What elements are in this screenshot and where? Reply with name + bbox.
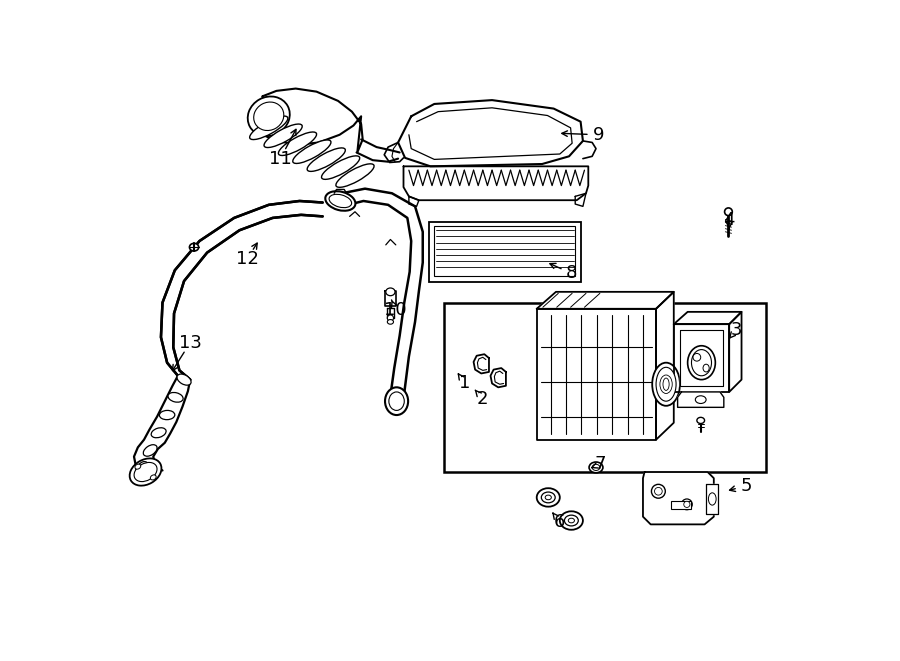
Bar bbox=[671, 501, 690, 509]
Bar bbox=[445, 303, 766, 472]
Ellipse shape bbox=[134, 463, 157, 482]
Polygon shape bbox=[342, 188, 423, 401]
Ellipse shape bbox=[278, 132, 317, 155]
Ellipse shape bbox=[386, 288, 395, 295]
Polygon shape bbox=[473, 354, 489, 373]
Polygon shape bbox=[536, 292, 674, 309]
Polygon shape bbox=[680, 330, 723, 386]
Ellipse shape bbox=[660, 375, 672, 393]
Ellipse shape bbox=[189, 243, 199, 251]
Ellipse shape bbox=[151, 428, 166, 438]
Polygon shape bbox=[706, 484, 717, 514]
Ellipse shape bbox=[307, 148, 346, 171]
Ellipse shape bbox=[249, 116, 288, 139]
Polygon shape bbox=[161, 201, 322, 379]
Ellipse shape bbox=[385, 387, 408, 415]
Polygon shape bbox=[643, 472, 714, 524]
Polygon shape bbox=[536, 309, 656, 440]
Polygon shape bbox=[385, 291, 396, 307]
Ellipse shape bbox=[325, 191, 356, 211]
Ellipse shape bbox=[708, 493, 716, 505]
Ellipse shape bbox=[321, 156, 360, 179]
Ellipse shape bbox=[545, 495, 552, 500]
Polygon shape bbox=[403, 167, 589, 200]
Text: 8: 8 bbox=[566, 264, 577, 282]
Ellipse shape bbox=[663, 378, 670, 391]
Ellipse shape bbox=[159, 410, 175, 420]
Ellipse shape bbox=[135, 464, 140, 469]
Ellipse shape bbox=[560, 512, 583, 529]
Ellipse shape bbox=[536, 488, 560, 507]
Ellipse shape bbox=[329, 194, 352, 208]
Polygon shape bbox=[674, 312, 742, 324]
Ellipse shape bbox=[564, 515, 579, 526]
Text: 12: 12 bbox=[236, 250, 258, 268]
Ellipse shape bbox=[264, 124, 302, 147]
Polygon shape bbox=[263, 89, 363, 153]
Ellipse shape bbox=[387, 319, 393, 324]
Bar bbox=[429, 222, 580, 282]
Text: 10: 10 bbox=[384, 301, 407, 319]
Ellipse shape bbox=[590, 462, 603, 473]
Ellipse shape bbox=[652, 363, 680, 406]
Ellipse shape bbox=[168, 393, 183, 402]
Text: 3: 3 bbox=[731, 321, 742, 338]
Ellipse shape bbox=[696, 396, 706, 403]
Ellipse shape bbox=[568, 518, 574, 523]
Text: 6: 6 bbox=[554, 513, 565, 531]
Ellipse shape bbox=[248, 97, 290, 136]
Polygon shape bbox=[491, 368, 506, 387]
Ellipse shape bbox=[130, 458, 161, 486]
Ellipse shape bbox=[697, 417, 705, 424]
Text: 5: 5 bbox=[741, 477, 751, 495]
Ellipse shape bbox=[136, 461, 148, 475]
Ellipse shape bbox=[656, 368, 676, 401]
Ellipse shape bbox=[389, 392, 404, 410]
Text: 2: 2 bbox=[477, 390, 489, 408]
Text: 11: 11 bbox=[269, 149, 292, 168]
Polygon shape bbox=[387, 308, 394, 318]
Ellipse shape bbox=[254, 102, 284, 130]
Ellipse shape bbox=[336, 164, 374, 187]
Polygon shape bbox=[409, 196, 419, 206]
Text: 7: 7 bbox=[594, 455, 606, 473]
Text: 13: 13 bbox=[179, 334, 202, 352]
Polygon shape bbox=[575, 193, 586, 206]
Text: 9: 9 bbox=[592, 126, 604, 143]
Ellipse shape bbox=[703, 364, 709, 372]
Ellipse shape bbox=[724, 208, 733, 215]
Ellipse shape bbox=[691, 350, 712, 375]
Ellipse shape bbox=[681, 499, 692, 510]
Ellipse shape bbox=[654, 487, 662, 495]
Ellipse shape bbox=[177, 374, 191, 385]
Polygon shape bbox=[398, 100, 583, 167]
Ellipse shape bbox=[150, 475, 157, 480]
Ellipse shape bbox=[652, 485, 665, 498]
Bar bbox=[435, 226, 575, 276]
Ellipse shape bbox=[387, 315, 393, 321]
Ellipse shape bbox=[688, 346, 716, 379]
Text: 1: 1 bbox=[459, 375, 471, 393]
Ellipse shape bbox=[684, 501, 690, 508]
Polygon shape bbox=[656, 292, 674, 440]
Text: 4: 4 bbox=[724, 212, 735, 229]
Ellipse shape bbox=[292, 140, 331, 163]
Polygon shape bbox=[674, 324, 729, 392]
Polygon shape bbox=[729, 312, 742, 392]
Ellipse shape bbox=[592, 464, 599, 471]
Ellipse shape bbox=[541, 492, 555, 503]
Polygon shape bbox=[678, 392, 724, 407]
Ellipse shape bbox=[143, 445, 157, 456]
Polygon shape bbox=[134, 375, 190, 475]
Ellipse shape bbox=[693, 354, 701, 361]
